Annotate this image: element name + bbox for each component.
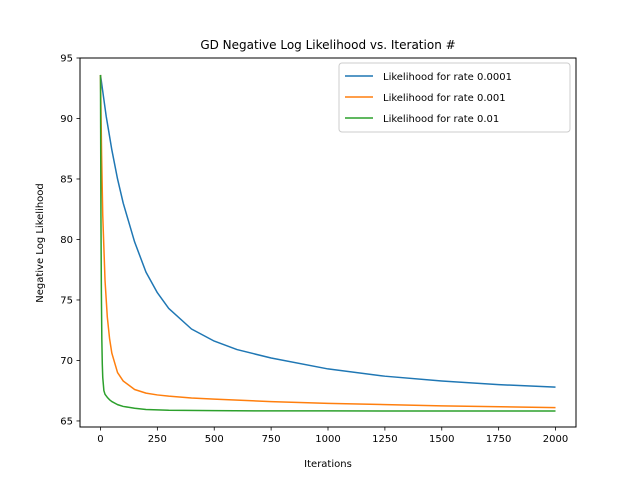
x-tick-label: 1250 [372, 434, 397, 445]
y-tick-label: 85 [60, 175, 73, 186]
y-tick-label: 95 [60, 54, 73, 65]
x-tick-label: 1750 [486, 434, 511, 445]
y-axis-label: Negative Log Likelihood [35, 183, 46, 303]
legend-frame [338, 62, 571, 133]
plot-area: 0 250 500 750 1000 1250 1500 1750 2000 65 70 75 80 8… [60, 54, 577, 445]
axes-frame [79, 57, 577, 428]
y-tick-label: 75 [60, 296, 73, 307]
y-tick-label: 90 [60, 114, 73, 125]
legend-label-rate-0.0001: Likelihood for rate 0.0001 [383, 72, 512, 83]
y-axis-ticks: 65 70 75 80 85 90 95 [60, 54, 80, 428]
series-line-1 [99, 74, 556, 409]
x-tick-label: 250 [148, 434, 167, 445]
series-line-0 [99, 74, 556, 388]
legend-label-rate-0.01: Likelihood for rate 0.01 [383, 114, 499, 125]
x-tick-label: 1000 [315, 434, 340, 445]
series-line-2 [99, 74, 556, 412]
series-layer [99, 74, 556, 412]
x-tick-label: 0 [97, 434, 103, 445]
y-tick-label: 70 [60, 356, 73, 367]
x-tick-label: 2000 [543, 434, 568, 445]
x-axis-ticks: 0 250 500 750 1000 1250 1500 1750 2000 [97, 427, 568, 445]
y-tick-label: 80 [60, 235, 73, 246]
legend: Likelihood for rate 0.0001 Likelihood fo… [338, 62, 571, 133]
x-tick-label: 500 [205, 434, 224, 445]
x-axis-label: Iterations [304, 459, 352, 470]
x-tick-label: 1500 [429, 434, 454, 445]
legend-label-rate-0.001: Likelihood for rate 0.001 [383, 93, 506, 104]
x-tick-label: 750 [262, 434, 281, 445]
chart-title: GD Negative Log Likelihood vs. Iteration… [200, 38, 455, 52]
y-tick-label: 65 [60, 417, 73, 428]
